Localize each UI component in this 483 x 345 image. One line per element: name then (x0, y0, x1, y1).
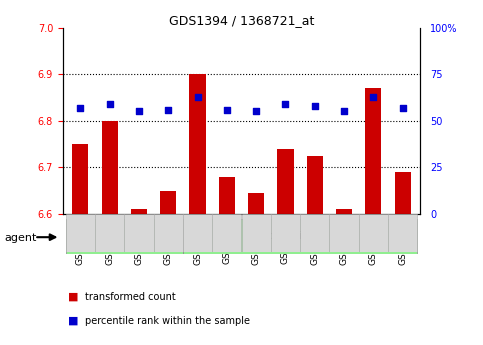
Bar (124, 214, 154, 252)
Bar (365, 88, 382, 214)
Point (252, 109, 260, 114)
Point (76, 105, 84, 110)
Point (340, 109, 348, 114)
Text: D-penicillamine: D-penicillamine (256, 231, 343, 241)
Text: ■: ■ (68, 316, 78, 326)
Bar (271, 214, 300, 252)
Bar (307, 156, 323, 214)
Bar (219, 177, 235, 214)
Point (135, 109, 143, 114)
Text: transformed count: transformed count (85, 292, 175, 302)
Point (369, 94, 377, 99)
Text: percentile rank within the sample: percentile rank within the sample (85, 316, 250, 326)
Bar (66, 219, 183, 254)
Text: GDS1394 / 1368721_at: GDS1394 / 1368721_at (169, 14, 314, 27)
Bar (329, 214, 359, 252)
Point (106, 101, 114, 107)
Bar (300, 214, 329, 252)
Point (282, 101, 289, 107)
Bar (154, 214, 183, 252)
Bar (160, 191, 176, 214)
Bar (395, 172, 411, 214)
Point (311, 103, 319, 109)
Bar (183, 219, 417, 254)
Bar (95, 214, 124, 252)
Bar (101, 121, 118, 214)
Point (223, 107, 231, 112)
Point (194, 94, 201, 99)
Bar (242, 214, 271, 252)
Bar (212, 214, 242, 252)
Text: agent: agent (5, 233, 37, 243)
Text: control: control (105, 231, 143, 241)
Bar (388, 214, 417, 252)
Bar (66, 214, 95, 252)
Point (399, 105, 407, 110)
Bar (131, 209, 147, 214)
Bar (336, 209, 352, 214)
Point (164, 107, 172, 112)
Bar (189, 74, 206, 214)
Bar (248, 193, 264, 214)
Bar (72, 144, 88, 214)
Bar (183, 214, 212, 252)
Text: ■: ■ (68, 292, 78, 302)
Bar (359, 214, 388, 252)
Bar (277, 149, 294, 214)
